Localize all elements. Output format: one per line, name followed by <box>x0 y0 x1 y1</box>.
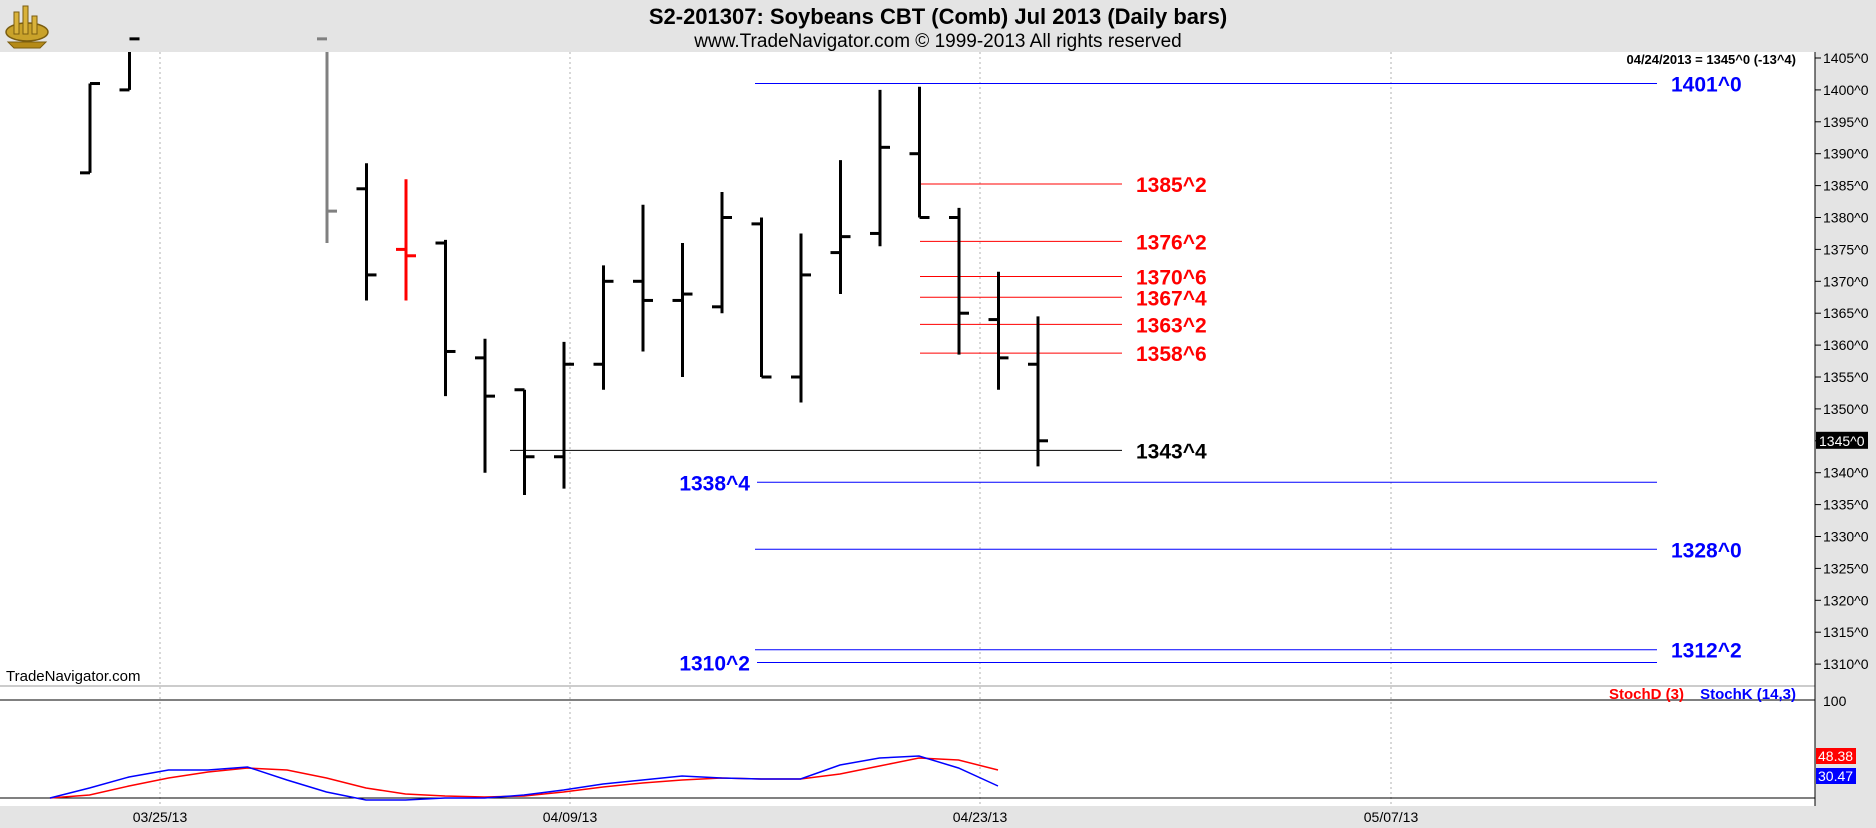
last-price-label: 1345^0 <box>1819 433 1865 449</box>
price-tick-label: 1330^0 <box>1823 529 1869 545</box>
ohlc-bar <box>830 160 851 295</box>
price-tick-label: 1385^0 <box>1823 178 1869 194</box>
ohlc-bar <box>909 86 930 219</box>
ohlc-bar <box>119 37 140 92</box>
ohlc-bar <box>1028 316 1048 467</box>
level-label: 1310^2 <box>679 653 750 676</box>
chart-header: S2-201307: Soybeans CBT (Comb) Jul 2013 … <box>0 0 1876 52</box>
stoch-line-d <box>49 757 999 799</box>
price-tick-label: 1325^0 <box>1823 560 1869 576</box>
level-label: 1328^0 <box>1671 539 1742 562</box>
price-readout: 04/24/2013 = 1345^0 (-13^4) <box>1626 52 1796 67</box>
ohlc-bar <box>80 82 100 175</box>
stochk-legend: StochK (14,3) <box>1700 686 1796 703</box>
ohlc-bar <box>396 179 416 301</box>
price-tick-label: 1360^0 <box>1823 337 1869 353</box>
date-tick-label: 05/07/13 <box>1364 809 1419 825</box>
stochd-legend: StochD (3) <box>1608 686 1684 703</box>
date-axis-panel <box>0 806 1876 828</box>
stoch-value-tag <box>1816 768 1856 784</box>
price-tick-label: 1355^0 <box>1823 369 1869 385</box>
trade-navigator-logo-icon <box>5 5 49 49</box>
price-tick-label: 1320^0 <box>1823 592 1869 608</box>
ohlc-bar <box>554 341 574 489</box>
ohlc-bar <box>514 388 535 496</box>
price-bars <box>80 37 1048 496</box>
ohlc-bar <box>949 207 969 355</box>
level-label: 1338^4 <box>679 472 750 495</box>
price-tick-label: 1365^0 <box>1823 305 1869 321</box>
stoch-value-label: 48.38 <box>1818 748 1853 764</box>
price-tick-label: 1400^0 <box>1823 82 1869 98</box>
ohlc-bar <box>593 265 614 390</box>
date-axis: 03/25/13 04/09/13 04/23/13 05/07/13 <box>133 809 1419 825</box>
ohlc-bar <box>317 37 337 244</box>
level-label: 1385^2 <box>1136 174 1207 197</box>
ohlc-bar <box>751 217 772 379</box>
stoch-value-label: 30.47 <box>1818 768 1853 784</box>
price-tick-label: 1335^0 <box>1823 497 1869 513</box>
price-tick-label: 1395^0 <box>1823 114 1869 130</box>
ohlc-bar <box>435 239 456 397</box>
price-tick-label: 1315^0 <box>1823 624 1869 640</box>
stoch-value-tag <box>1816 748 1856 764</box>
ohlc-bar <box>712 191 732 314</box>
price-axis: 1405^0 1400^0 1395^0 1390^0 1385^0 1380^0 1375… <box>1815 50 1869 672</box>
chart-title: S2-201307: Soybeans CBT (Comb) Jul 2013 … <box>648 4 1228 29</box>
stoch-line-k <box>49 755 999 801</box>
ohlc-bar <box>633 204 653 352</box>
price-tick-label: 1375^0 <box>1823 241 1869 257</box>
ohlc-bar <box>672 243 693 377</box>
level-label: 1367^4 <box>1136 287 1207 310</box>
date-tick-label: 03/25/13 <box>133 809 188 825</box>
date-tick-label: 04/23/13 <box>953 809 1008 825</box>
stoch-tick-label: 100 <box>1823 693 1847 709</box>
level-label: 1358^6 <box>1136 343 1207 366</box>
level-label: 1401^0 <box>1671 74 1742 97</box>
ohlc-bar <box>356 163 377 301</box>
ohlc-bar <box>475 338 495 473</box>
level-label: 1370^6 <box>1136 267 1207 290</box>
level-label: 1363^2 <box>1136 314 1207 337</box>
ohlc-bar <box>791 233 811 403</box>
price-tick-label: 1380^0 <box>1823 210 1869 226</box>
last-price-tag <box>1816 431 1868 449</box>
price-tick-label: 1310^0 <box>1823 656 1869 672</box>
price-tick-label: 1370^0 <box>1823 273 1869 289</box>
level-label: 1343^4 <box>1136 440 1207 463</box>
price-tick-label: 1405^0 <box>1823 50 1869 66</box>
chart-subtitle: www.TradeNavigator.com © 1999-2013 All r… <box>694 31 1182 52</box>
ohlc-bar <box>870 89 890 247</box>
ohlc-bar <box>988 271 1009 390</box>
date-tick-label: 04/09/13 <box>543 809 598 825</box>
stochastic-panel: 100 48.38 30.47 <box>49 693 1856 801</box>
grid-lines <box>0 52 1816 806</box>
stoch-legend: StochD (3) StochK (14,3) <box>1609 686 1796 703</box>
watermark-text: TradeNavigator.com <box>6 668 141 685</box>
price-tick-label: 1350^0 <box>1823 401 1869 417</box>
level-label: 1376^2 <box>1136 231 1207 254</box>
price-tick-label: 1390^0 <box>1823 146 1869 162</box>
level-label: 1312^2 <box>1671 640 1742 663</box>
price-tick-label: 1340^0 <box>1823 465 1869 481</box>
